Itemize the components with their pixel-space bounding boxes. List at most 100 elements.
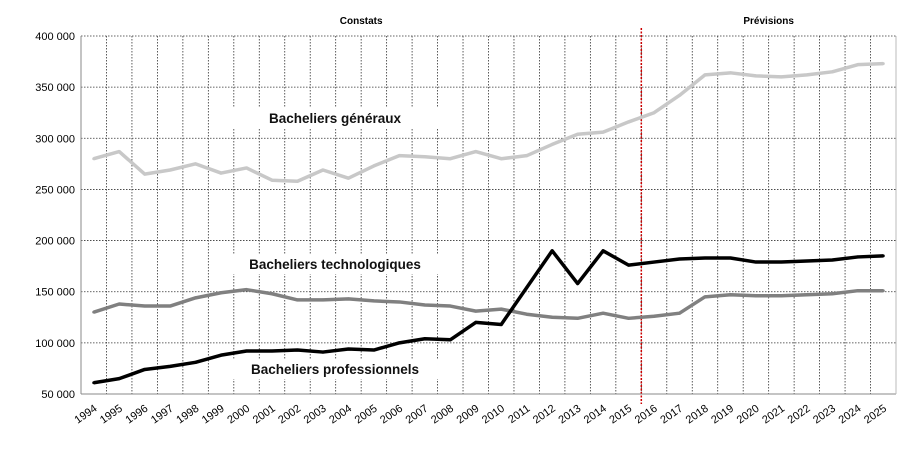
series-label-background — [215, 254, 455, 274]
data-point — [448, 157, 452, 161]
y-tick-label: 350 000 — [35, 82, 75, 94]
data-point — [576, 316, 580, 320]
section-label-forecast: Prévisions — [743, 16, 794, 27]
data-point — [703, 295, 707, 299]
data-point — [525, 286, 529, 290]
x-tick-label: 1998 — [174, 403, 201, 427]
data-point — [397, 300, 401, 304]
x-tick-label: 2014 — [582, 403, 609, 427]
section-label-observed: Constats — [340, 16, 383, 27]
data-point — [92, 381, 96, 385]
y-tick-label: 400 000 — [35, 31, 75, 43]
data-point — [805, 73, 809, 77]
data-point — [601, 130, 605, 134]
data-point — [830, 258, 834, 262]
data-point — [830, 292, 834, 296]
x-tick-label: 2005 — [353, 403, 380, 427]
data-point — [550, 315, 554, 319]
data-point — [474, 320, 478, 324]
data-point — [881, 289, 885, 293]
data-point — [703, 73, 707, 77]
data-point — [448, 304, 452, 308]
data-point — [754, 294, 758, 298]
data-point — [525, 312, 529, 316]
data-point — [550, 142, 554, 146]
data-point — [219, 171, 223, 175]
x-tick-label: 2015 — [607, 403, 634, 427]
data-point — [117, 302, 121, 306]
x-tick-label: 1997 — [149, 403, 176, 427]
data-point — [805, 259, 809, 263]
x-tick-label: 2006 — [378, 403, 405, 427]
series-line — [93, 249, 884, 385]
data-point — [525, 154, 529, 158]
x-tick-label: 2011 — [506, 403, 532, 426]
data-point — [703, 256, 707, 260]
data-point — [779, 75, 783, 79]
data-point — [194, 360, 198, 364]
data-point — [499, 157, 503, 161]
data-point — [245, 288, 249, 292]
data-point — [168, 364, 172, 368]
x-tick-label: 2004 — [327, 403, 354, 427]
series-label-background — [215, 108, 455, 128]
data-point — [295, 348, 299, 352]
data-point — [627, 120, 631, 124]
x-tick-label: 2012 — [531, 403, 558, 427]
x-tick-label: 2025 — [862, 403, 889, 427]
data-point — [652, 260, 656, 264]
x-tick-label: 2019 — [709, 403, 736, 427]
data-point — [754, 74, 758, 78]
x-tick-label: 2008 — [429, 403, 456, 427]
data-point — [270, 178, 274, 182]
data-point — [499, 322, 503, 326]
data-point — [550, 249, 554, 253]
data-point — [678, 257, 682, 261]
data-point — [92, 310, 96, 314]
y-tick-label: 50 000 — [41, 389, 75, 401]
data-point — [652, 314, 656, 318]
data-point — [678, 311, 682, 315]
data-point — [678, 93, 682, 97]
x-tick-label: 2017 — [658, 403, 685, 427]
data-point — [372, 348, 376, 352]
x-tick-label: 2010 — [480, 403, 507, 427]
data-point — [321, 350, 325, 354]
data-point — [219, 353, 223, 357]
data-point — [168, 168, 172, 172]
data-point — [92, 157, 96, 161]
x-tick-label: 1994 — [73, 403, 100, 427]
data-point — [779, 260, 783, 264]
data-point — [576, 132, 580, 136]
data-point — [346, 297, 350, 301]
data-point — [779, 294, 783, 298]
y-tick-label: 200 000 — [35, 236, 75, 248]
x-tick-label: 2023 — [811, 403, 838, 427]
data-point — [143, 172, 147, 176]
data-point — [372, 164, 376, 168]
series-label-background — [215, 359, 455, 379]
data-point — [601, 311, 605, 315]
data-point — [601, 249, 605, 253]
data-point — [168, 304, 172, 308]
data-point — [728, 71, 732, 75]
series-label: Bacheliers technologiques — [249, 257, 421, 272]
x-tick-label: 2000 — [225, 403, 252, 427]
series-line — [93, 61, 884, 183]
x-tick-label: 2013 — [556, 403, 583, 427]
data-point — [346, 347, 350, 351]
x-tick-label: 2021 — [760, 403, 787, 427]
data-point — [856, 289, 860, 293]
x-tick-label: 2009 — [455, 403, 482, 427]
data-point — [143, 367, 147, 371]
data-point — [856, 255, 860, 259]
data-point — [397, 341, 401, 345]
y-tick-label: 250 000 — [35, 184, 75, 196]
data-point — [627, 316, 631, 320]
x-tick-label: 1999 — [200, 403, 227, 427]
data-point — [474, 309, 478, 313]
data-point — [830, 70, 834, 74]
x-tick-label: 2024 — [837, 403, 864, 427]
data-point — [117, 377, 121, 381]
